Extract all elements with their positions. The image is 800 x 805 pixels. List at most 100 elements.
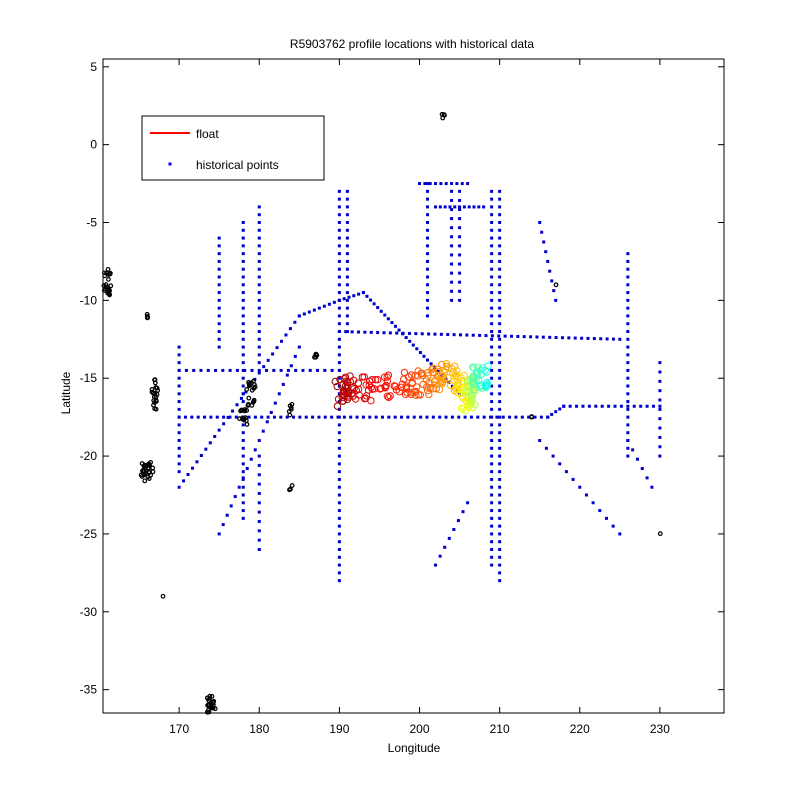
- historical-point: [426, 314, 430, 318]
- historical-point: [626, 404, 630, 408]
- historical-point: [257, 213, 261, 217]
- historical-point: [490, 548, 494, 551]
- historical-point: [345, 314, 349, 318]
- historical-point: [498, 563, 502, 567]
- historical-point: [626, 439, 630, 442]
- historical-point: [241, 221, 245, 224]
- historical-point: [490, 197, 494, 201]
- historical-point: [257, 228, 261, 232]
- historical-point: [478, 333, 482, 337]
- historical-point: [221, 523, 225, 527]
- historical-point: [498, 493, 502, 497]
- historical-point: [337, 407, 341, 411]
- historical-point: [446, 333, 450, 337]
- historical-point: [498, 446, 502, 450]
- historical-point: [426, 213, 430, 217]
- historical-point: [350, 330, 354, 334]
- historical-point: [450, 289, 454, 293]
- historical-point: [490, 236, 494, 240]
- historical-point: [551, 454, 555, 458]
- historical-point: [626, 361, 630, 365]
- x-tick-label: 230: [650, 722, 670, 736]
- historical-point: [257, 538, 261, 542]
- historical-point: [241, 228, 245, 232]
- historical-point: [587, 404, 591, 408]
- historical-point: [599, 337, 603, 341]
- historical-point: [651, 404, 655, 408]
- historical-point: [257, 275, 261, 279]
- historical-point: [184, 368, 188, 372]
- historical-point: [626, 407, 630, 411]
- historical-point: [337, 376, 341, 380]
- y-tick-label: -5: [86, 216, 97, 230]
- historical-point: [203, 415, 207, 419]
- x-tick-label: 190: [329, 722, 349, 736]
- float-profile-point: [471, 386, 479, 394]
- historical-point: [611, 337, 615, 341]
- black-historical-point: [657, 531, 663, 537]
- historical-point: [658, 407, 662, 411]
- float-profile-point: [390, 382, 398, 390]
- historical-point: [177, 392, 181, 396]
- historical-point: [217, 345, 221, 349]
- historical-point: [450, 226, 454, 230]
- historical-point: [272, 368, 276, 372]
- historical-point: [177, 361, 181, 365]
- historical-point: [568, 404, 572, 408]
- historical-point: [626, 275, 630, 279]
- historical-point: [490, 524, 494, 528]
- historical-point: [458, 226, 462, 230]
- historical-point: [546, 415, 550, 419]
- historical-point: [243, 368, 247, 372]
- historical-point: [345, 221, 349, 224]
- historical-point: [337, 306, 341, 310]
- historical-point: [490, 431, 494, 435]
- black-points-series: [101, 111, 663, 715]
- float-profile-point: [383, 373, 391, 381]
- black-historical-point: [154, 385, 160, 391]
- historical-point: [463, 415, 467, 419]
- float-profile-point: [484, 362, 492, 370]
- historical-point: [490, 446, 494, 450]
- historical-point: [591, 501, 595, 505]
- historical-point: [401, 332, 405, 336]
- historical-point: [426, 267, 430, 271]
- historical-point: [444, 415, 448, 419]
- historical-point: [434, 205, 438, 209]
- historical-point: [626, 252, 630, 256]
- historical-point: [177, 462, 181, 466]
- historical-point: [390, 321, 394, 325]
- historical-point: [626, 283, 630, 287]
- float-profile-point: [467, 398, 475, 406]
- historical-point: [438, 554, 442, 558]
- historical-point: [285, 373, 289, 377]
- historical-point: [498, 330, 502, 333]
- historical-point: [658, 435, 662, 439]
- historical-point: [265, 368, 269, 372]
- historical-point: [605, 337, 609, 341]
- historical-point: [498, 532, 502, 536]
- historical-point: [304, 415, 308, 419]
- historical-point: [177, 470, 181, 474]
- historical-point: [316, 368, 320, 372]
- historical-point: [439, 332, 443, 336]
- black-historical-point: [287, 412, 293, 418]
- historical-point: [337, 446, 341, 450]
- historical-point: [560, 336, 564, 340]
- historical-point: [550, 279, 554, 283]
- historical-point: [438, 205, 442, 209]
- historical-point: [412, 415, 416, 419]
- black-historical-point: [288, 405, 294, 411]
- historical-point: [337, 259, 341, 263]
- historical-point: [217, 252, 221, 256]
- historical-point: [498, 392, 502, 396]
- historical-point: [498, 407, 502, 411]
- historical-point: [183, 415, 187, 419]
- float-profile-point: [386, 392, 394, 400]
- historical-point: [658, 361, 662, 365]
- historical-point: [177, 376, 181, 380]
- historical-point: [450, 280, 454, 284]
- historical-point: [498, 516, 502, 520]
- historical-point: [262, 365, 266, 369]
- historical-point: [426, 252, 430, 256]
